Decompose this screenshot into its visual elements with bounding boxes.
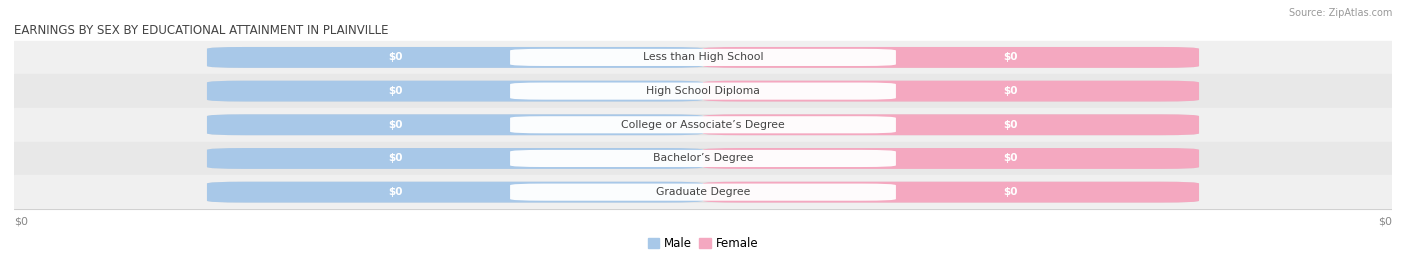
Text: $0: $0 <box>388 187 402 197</box>
Text: $0: $0 <box>1378 216 1392 226</box>
Text: $0: $0 <box>388 154 402 163</box>
FancyBboxPatch shape <box>207 182 703 203</box>
FancyBboxPatch shape <box>207 148 703 169</box>
FancyBboxPatch shape <box>703 81 1199 102</box>
Text: Bachelor’s Degree: Bachelor’s Degree <box>652 154 754 163</box>
Bar <box>14 74 1392 108</box>
Text: High School Diploma: High School Diploma <box>647 86 759 96</box>
FancyBboxPatch shape <box>703 148 1199 169</box>
Text: $0: $0 <box>1004 53 1018 62</box>
Bar <box>14 142 1392 175</box>
Text: $0: $0 <box>1004 154 1018 163</box>
Bar <box>14 40 1392 74</box>
FancyBboxPatch shape <box>207 81 1199 102</box>
Text: Less than High School: Less than High School <box>643 53 763 62</box>
FancyBboxPatch shape <box>510 49 896 66</box>
FancyBboxPatch shape <box>207 81 703 102</box>
FancyBboxPatch shape <box>510 184 896 201</box>
Text: $0: $0 <box>388 86 402 96</box>
FancyBboxPatch shape <box>207 182 1199 203</box>
Bar <box>14 175 1392 209</box>
Text: $0: $0 <box>1004 86 1018 96</box>
Legend: Male, Female: Male, Female <box>643 233 763 255</box>
FancyBboxPatch shape <box>207 114 703 135</box>
Text: Graduate Degree: Graduate Degree <box>655 187 751 197</box>
FancyBboxPatch shape <box>703 114 1199 135</box>
FancyBboxPatch shape <box>510 150 896 167</box>
Text: College or Associate’s Degree: College or Associate’s Degree <box>621 120 785 130</box>
Text: $0: $0 <box>1004 120 1018 130</box>
Text: $0: $0 <box>1004 187 1018 197</box>
Bar <box>14 108 1392 142</box>
FancyBboxPatch shape <box>207 47 703 68</box>
FancyBboxPatch shape <box>207 148 1199 169</box>
Text: $0: $0 <box>388 53 402 62</box>
Text: EARNINGS BY SEX BY EDUCATIONAL ATTAINMENT IN PLAINVILLE: EARNINGS BY SEX BY EDUCATIONAL ATTAINMEN… <box>14 24 388 36</box>
Text: $0: $0 <box>388 120 402 130</box>
FancyBboxPatch shape <box>510 83 896 100</box>
FancyBboxPatch shape <box>207 47 1199 68</box>
FancyBboxPatch shape <box>703 47 1199 68</box>
Text: Source: ZipAtlas.com: Source: ZipAtlas.com <box>1288 8 1392 18</box>
FancyBboxPatch shape <box>510 116 896 133</box>
FancyBboxPatch shape <box>703 182 1199 203</box>
FancyBboxPatch shape <box>207 114 1199 135</box>
Text: $0: $0 <box>14 216 28 226</box>
